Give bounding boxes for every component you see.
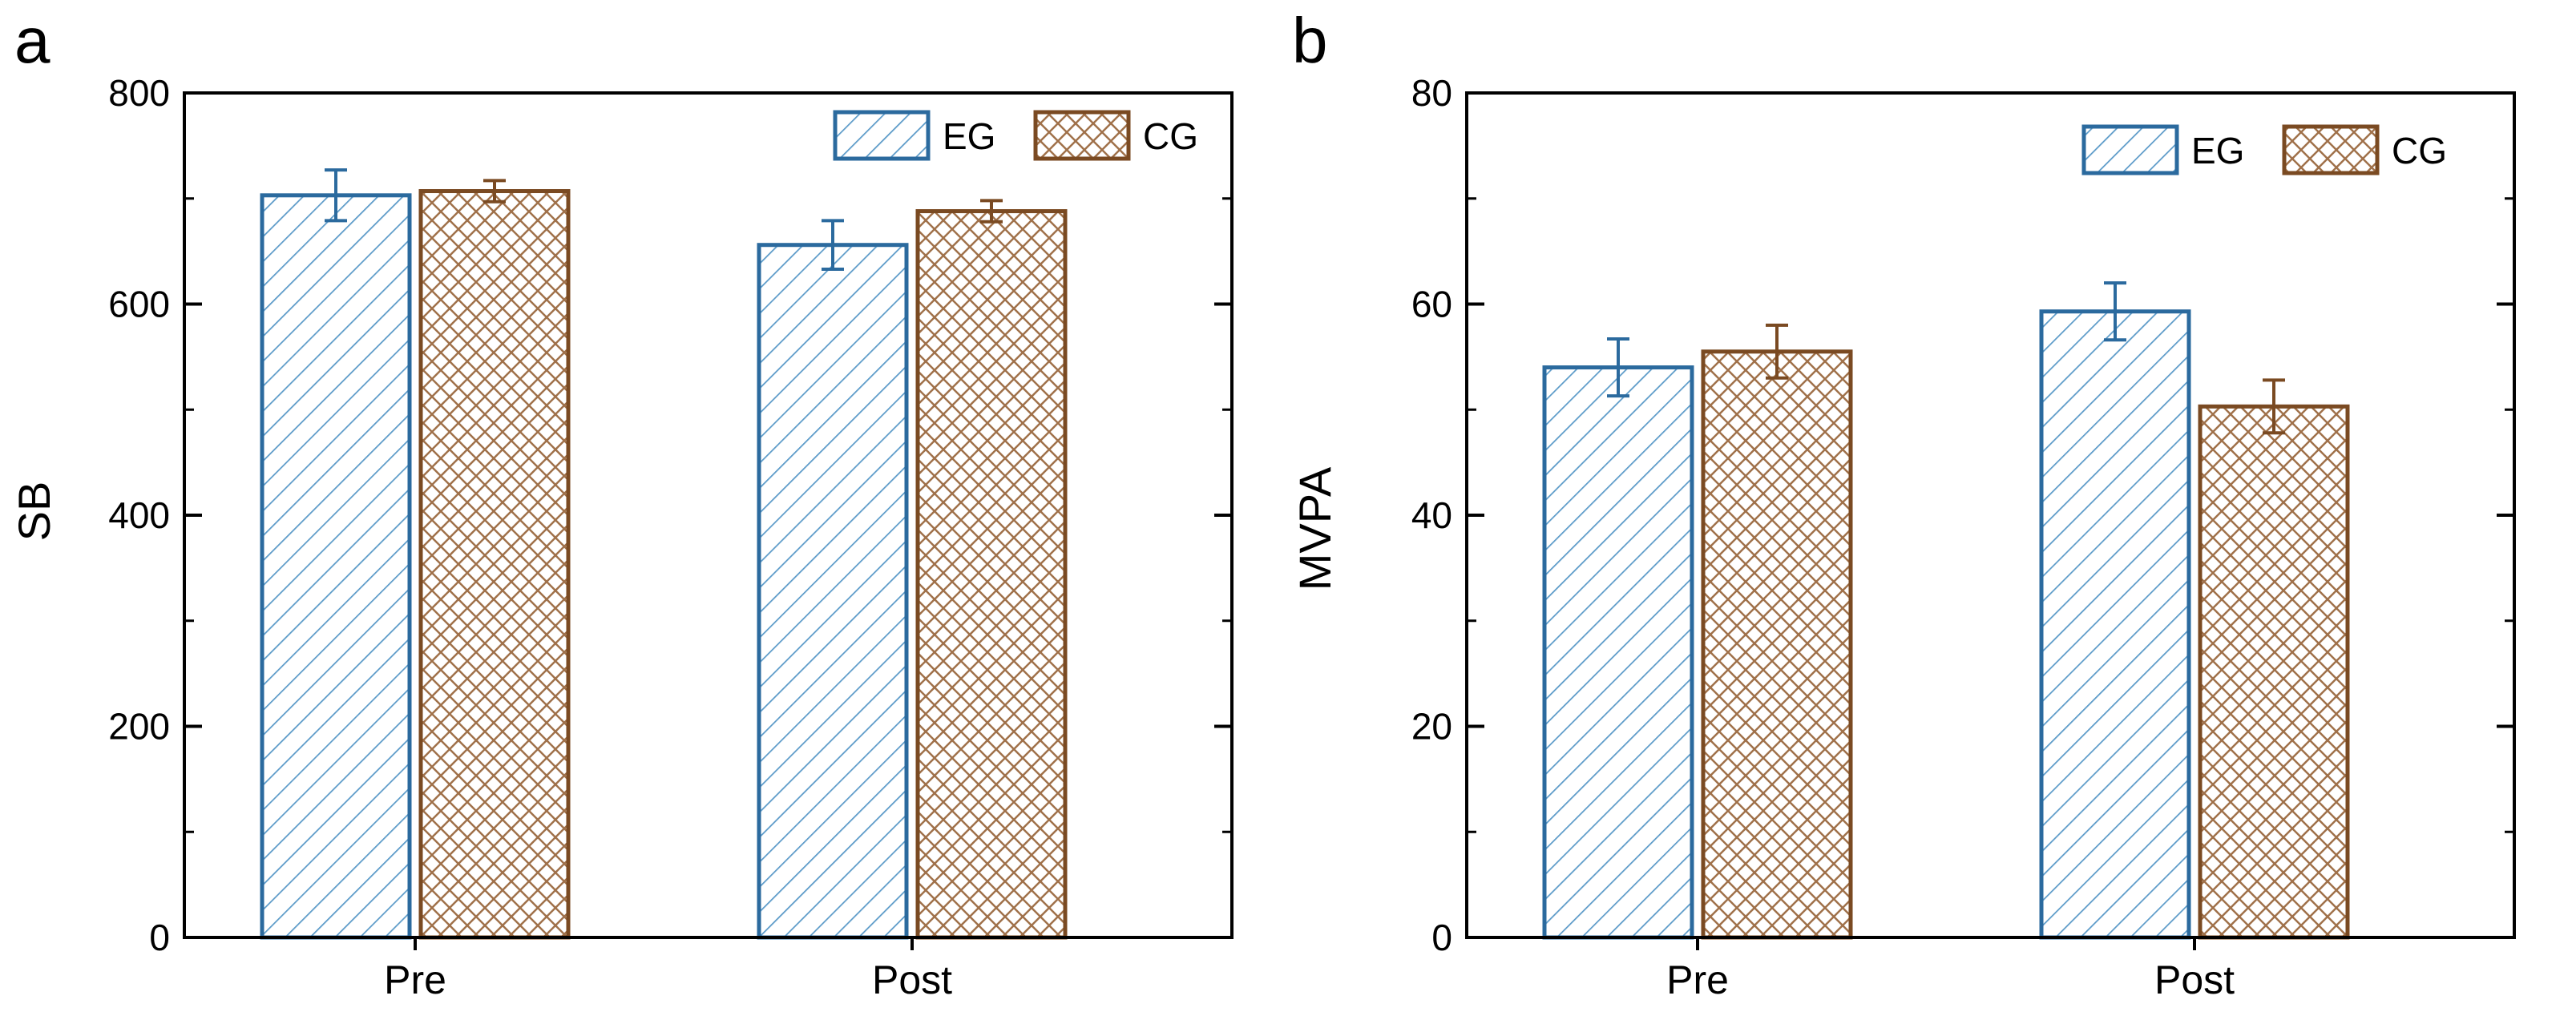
panel-a: a SB Pre Post 0 200 400 600 800 EG CG — [9, 5, 1233, 1002]
y-tick-label: 20 — [1411, 706, 1452, 748]
x-tick-label-pre: Pre — [384, 957, 446, 1002]
legend-label-cg: CG — [2392, 130, 2447, 171]
bar-cg-post — [915, 209, 1068, 940]
legend-swatch-cg — [2282, 124, 2380, 175]
bar-eg-pre — [260, 193, 412, 940]
x-tick-label-post: Post — [872, 957, 952, 1002]
legend-swatch-cg — [1033, 110, 1131, 161]
y-tick-label: 200 — [108, 706, 170, 748]
plot-area: Pre Post 0 200 400 600 800 EG CG — [108, 72, 1233, 1002]
bar-cg-post — [2198, 404, 2350, 940]
panel-b: b MVPA Pre Post 0 20 40 60 80 EG CG — [1290, 5, 2516, 1002]
y-tick-label: 400 — [108, 494, 170, 536]
y-tick-label: 0 — [149, 917, 170, 958]
x-tick-label-pre: Pre — [1666, 957, 1729, 1002]
y-tick-label: 80 — [1411, 72, 1452, 114]
y-tick-label: 0 — [1431, 917, 1452, 958]
bar-eg-post — [757, 243, 909, 940]
legend-swatch-eg — [833, 110, 931, 161]
y-tick-label: 40 — [1411, 494, 1452, 536]
panel-letter-b: b — [1292, 5, 1328, 76]
y-axis-title: MVPA — [1290, 466, 1340, 591]
legend-label-eg: EG — [943, 115, 995, 157]
bar-eg-pre — [1542, 365, 1694, 940]
y-tick-label: 60 — [1411, 284, 1452, 325]
x-tick-label-post: Post — [2154, 957, 2235, 1002]
axes-frame — [183, 91, 1233, 939]
bar-eg-post — [2039, 309, 2191, 940]
bar-cg-pre — [418, 189, 571, 940]
legend-swatch-eg — [2081, 124, 2179, 175]
bar-cg-pre — [1701, 349, 1853, 940]
axes-frame — [1465, 91, 2516, 939]
y-axis-title: SB — [9, 482, 59, 542]
plot-area: Pre Post 0 20 40 60 80 EG CG — [1411, 72, 2516, 1002]
y-tick-label: 800 — [108, 72, 170, 114]
legend-label-cg: CG — [1143, 115, 1198, 157]
legend-label-eg: EG — [2191, 130, 2244, 171]
y-tick-label: 600 — [108, 284, 170, 325]
panel-letter-a: a — [14, 5, 50, 76]
